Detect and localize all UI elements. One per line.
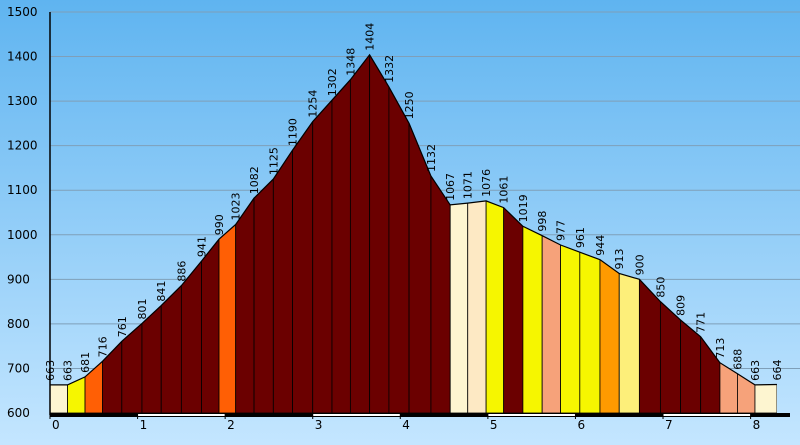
elevation-label: 944 [594,235,607,256]
elevation-label: 1250 [403,91,416,119]
y-tick-label: 1100 [7,183,38,197]
elevation-label: 1071 [462,171,475,199]
elevation-label: 990 [213,214,226,235]
y-tick-label: 1400 [7,50,38,64]
elevation-label: 663 [749,360,762,381]
elevation-label: 1404 [364,23,377,51]
elevation-label: 663 [44,360,57,381]
elevation-label: 941 [196,236,209,257]
elevation-label: 998 [536,211,549,232]
elevation-label: 1076 [480,169,493,197]
y-tick-label: 800 [7,317,30,331]
y-tick-label: 900 [7,272,30,286]
elevation-label: 1082 [248,166,261,194]
x-tick-label: 8 [753,418,761,432]
x-tick-label: 2 [227,418,235,432]
y-tick-label: 1200 [7,139,38,153]
x-axis [50,413,790,417]
elevation-label: 1332 [383,55,396,83]
y-tick-label: 1500 [7,5,38,19]
x-tick-label: 6 [577,418,585,432]
elevation-data-labels: 663 663 681 716 761 801 841 886 941 990 1023 1082 11… [44,23,784,381]
elevation-label: 1125 [267,147,280,175]
elevation-label: 1190 [287,118,300,146]
elevation-label: 1302 [326,68,339,96]
elevation-label: 913 [613,249,626,270]
x-tick-label: 3 [315,418,323,432]
elevation-label: 688 [731,349,744,370]
x-tick-label: 5 [490,418,498,432]
elevation-label: 886 [175,261,188,282]
x-tick-labels: 0 1 2 3 4 5 6 7 8 [52,418,760,432]
x-tick-label: 4 [402,418,410,432]
x-axis-stripe [137,414,226,416]
y-tick-label: 700 [7,361,30,375]
elevation-label: 663 [62,360,75,381]
elevation-label: 1067 [444,173,457,201]
y-tick-label: 1300 [7,94,38,108]
elevation-label: 664 [771,359,784,380]
elevation-label: 801 [136,298,149,319]
elevation-label: 761 [116,316,129,337]
elevation-label: 1132 [425,144,438,172]
elevation-label: 1254 [307,90,320,118]
elevation-label: 900 [633,254,646,275]
x-axis-stripe [312,414,401,416]
elevation-label: 961 [574,227,587,248]
y-tick-label: 600 [7,406,30,420]
elevation-label: 771 [695,312,708,333]
y-tick-labels: 600 700 800 900 1000 1100 1200 1300 1400 1500 [7,5,38,420]
x-tick-label: 7 [665,418,673,432]
x-axis-stripe [487,414,576,416]
x-tick-label: 1 [140,418,148,432]
elevation-label: 713 [714,338,727,359]
elevation-label: 809 [675,295,688,316]
elevation-label: 1061 [498,176,511,204]
elevation-label: 850 [654,277,667,298]
elevation-label: 841 [155,281,168,302]
elevation-label: 1348 [344,48,357,76]
y-tick-label: 1000 [7,228,38,242]
elevation-label: 1023 [230,193,243,221]
elevation-label: 977 [555,220,568,241]
axes [49,12,790,419]
elevation-label: 681 [79,352,92,373]
elevation-label: 1019 [517,194,530,222]
x-axis-stripe [663,414,751,416]
x-tick-label: 0 [52,418,60,432]
profile-outline [50,53,777,386]
elevation-label: 716 [97,336,110,357]
